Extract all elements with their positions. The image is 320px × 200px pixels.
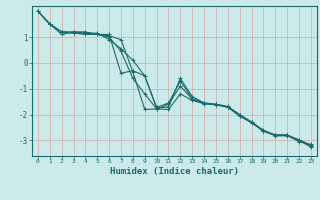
- X-axis label: Humidex (Indice chaleur): Humidex (Indice chaleur): [110, 167, 239, 176]
